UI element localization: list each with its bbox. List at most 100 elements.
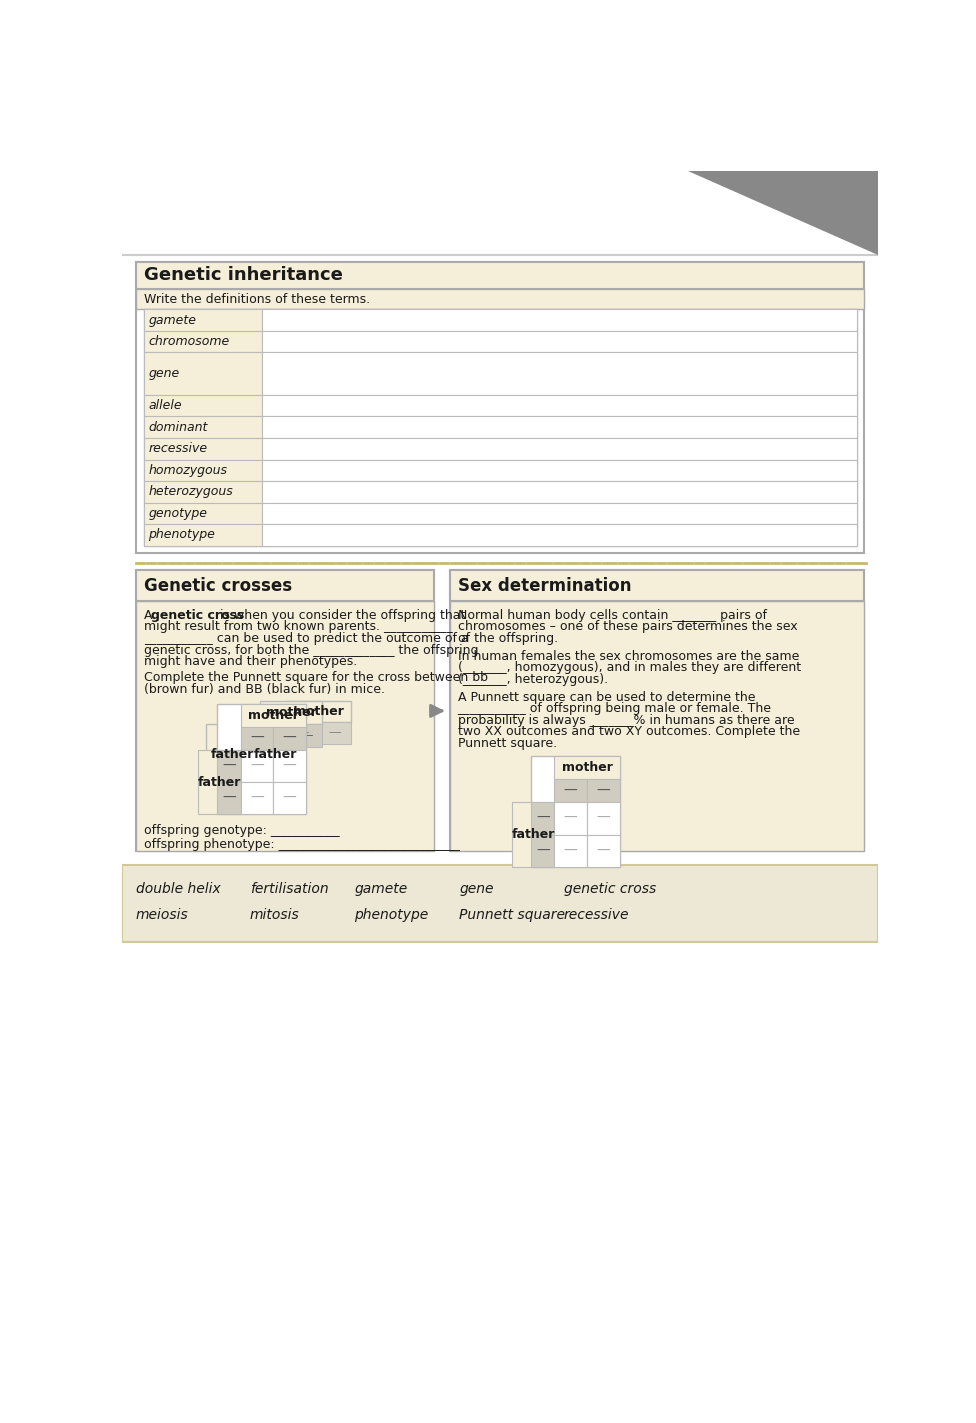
Text: genotype: genotype xyxy=(148,507,207,519)
Bar xyxy=(136,571,434,601)
Bar xyxy=(143,524,262,546)
Bar xyxy=(143,502,262,524)
Bar xyxy=(136,601,434,851)
Text: father: father xyxy=(197,776,241,788)
Bar xyxy=(262,353,857,394)
Text: —: — xyxy=(269,729,282,741)
Text: mother: mother xyxy=(294,704,345,717)
Text: genetic cross, for both the _____________ the offspring: genetic cross, for both the ____________… xyxy=(143,643,478,656)
Text: In human females the sex chromosomes are the same: In human females the sex chromosomes are… xyxy=(458,650,799,663)
Bar xyxy=(143,481,262,502)
Bar xyxy=(450,571,865,851)
Text: might result from two known parents. ___________: might result from two known parents. ___… xyxy=(143,620,453,633)
Text: —: — xyxy=(250,791,264,805)
Bar xyxy=(291,724,322,747)
Text: allele: allele xyxy=(148,398,182,413)
Text: recessive: recessive xyxy=(148,443,208,455)
Text: dominant: dominant xyxy=(148,421,208,434)
Bar xyxy=(262,394,857,417)
Bar xyxy=(531,756,620,867)
Text: Genetic crosses: Genetic crosses xyxy=(143,576,292,595)
Bar xyxy=(143,309,857,546)
Text: —: — xyxy=(564,811,578,825)
Bar xyxy=(587,834,620,867)
Text: gamete: gamete xyxy=(148,313,196,327)
Text: —: — xyxy=(250,758,264,773)
Bar xyxy=(218,750,240,783)
Text: mother: mother xyxy=(561,761,612,774)
Text: —: — xyxy=(301,729,312,741)
Bar xyxy=(122,171,878,256)
Text: chromosomes – one of these pairs determines the sex: chromosomes – one of these pairs determi… xyxy=(458,620,797,633)
Bar xyxy=(240,750,273,783)
Text: —: — xyxy=(282,758,297,773)
Text: —: — xyxy=(564,784,578,798)
Text: gamete: gamete xyxy=(354,882,408,896)
Text: —: — xyxy=(564,844,578,858)
Text: gene: gene xyxy=(459,882,494,896)
Bar xyxy=(273,750,305,783)
Bar xyxy=(240,727,273,750)
Text: Sex determination: Sex determination xyxy=(458,576,631,595)
Bar xyxy=(554,778,587,803)
Text: mother: mother xyxy=(248,709,299,721)
Bar xyxy=(143,394,262,417)
Bar xyxy=(218,703,305,814)
Bar xyxy=(143,417,262,438)
Bar xyxy=(136,262,865,554)
Text: double helix: double helix xyxy=(136,882,221,896)
Bar xyxy=(198,750,240,814)
Text: two XX outcomes and two XY outcomes. Complete the: two XX outcomes and two XY outcomes. Com… xyxy=(458,726,799,739)
Text: Normal human body cells contain _______ pairs of: Normal human body cells contain _______ … xyxy=(458,609,766,622)
Text: phenotype: phenotype xyxy=(354,908,428,922)
Text: —: — xyxy=(223,758,236,773)
Text: offspring genotype: ___________: offspring genotype: ___________ xyxy=(143,824,340,837)
Text: might have and their phenotypes.: might have and their phenotypes. xyxy=(143,655,357,667)
Bar xyxy=(240,703,305,727)
Text: ___________ of offspring being male or female. The: ___________ of offspring being male or f… xyxy=(458,702,772,716)
Text: Punnett square: Punnett square xyxy=(459,908,565,922)
Text: recessive: recessive xyxy=(564,908,630,922)
Text: meiosis: meiosis xyxy=(136,908,188,922)
Bar xyxy=(262,460,857,481)
Text: heterozygous: heterozygous xyxy=(148,485,233,498)
Text: phenotype: phenotype xyxy=(148,528,216,542)
Text: ___________ can be used to predict the outcome of a: ___________ can be used to predict the o… xyxy=(143,632,468,645)
Bar xyxy=(286,700,351,721)
Bar xyxy=(450,571,865,601)
Text: —: — xyxy=(596,811,610,825)
Text: is when you consider the offspring that: is when you consider the offspring that xyxy=(216,609,466,622)
Text: A Punnett square can be used to determine the: A Punnett square can be used to determin… xyxy=(458,690,755,703)
Bar xyxy=(262,481,857,502)
Text: probability is always _______% in humans as there are: probability is always _______% in humans… xyxy=(458,713,794,727)
Bar xyxy=(143,438,262,460)
Text: father: father xyxy=(511,828,554,841)
Bar xyxy=(587,778,620,803)
Bar xyxy=(554,834,587,867)
Bar xyxy=(260,700,322,724)
Bar xyxy=(136,571,434,851)
Text: —: — xyxy=(329,726,342,740)
Bar xyxy=(206,724,260,785)
Text: —: — xyxy=(223,791,236,805)
Text: —: — xyxy=(282,791,297,805)
Bar xyxy=(143,353,262,394)
Bar xyxy=(450,601,865,851)
Text: genetic cross: genetic cross xyxy=(564,882,656,896)
Text: —: — xyxy=(250,731,264,746)
Text: Complete the Punnett square for the cross between bb: Complete the Punnett square for the cros… xyxy=(143,672,488,684)
Text: —: — xyxy=(282,731,297,746)
Text: genetic cross: genetic cross xyxy=(150,609,244,622)
Bar xyxy=(262,332,857,353)
Text: homozygous: homozygous xyxy=(148,464,227,477)
Text: A: A xyxy=(143,609,156,622)
Bar xyxy=(262,417,857,438)
Bar xyxy=(554,803,587,834)
Text: mitosis: mitosis xyxy=(250,908,300,922)
Bar xyxy=(554,756,620,778)
Bar xyxy=(286,754,303,787)
Bar xyxy=(143,332,262,353)
Bar xyxy=(218,783,240,814)
Bar xyxy=(143,460,262,481)
Bar xyxy=(531,803,554,834)
